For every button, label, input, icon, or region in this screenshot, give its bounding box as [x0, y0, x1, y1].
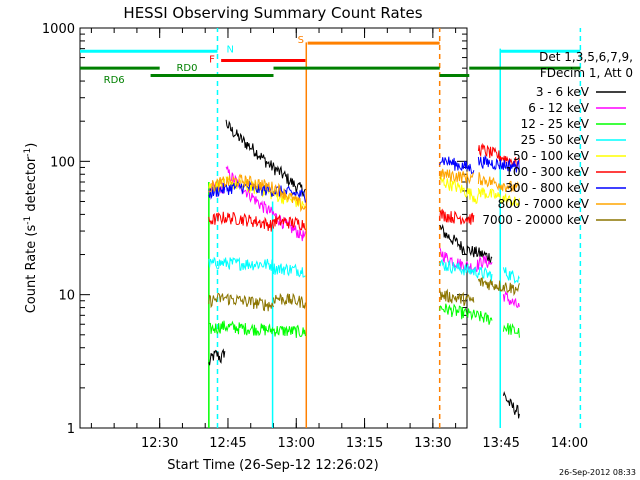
series-line [439, 168, 475, 185]
legend-entry-label: 100 - 300 keV [505, 165, 589, 179]
series-line [477, 154, 520, 173]
series-line [477, 172, 520, 193]
series-line [225, 165, 306, 242]
series-line [502, 290, 520, 308]
series-line [208, 211, 274, 232]
y-axis-label-mid: detector [24, 156, 39, 216]
series-line [273, 292, 306, 310]
y-axis-label-sup2: -1 [23, 148, 33, 157]
timestamp: 26-Sep-2012 08:33 [559, 468, 636, 477]
series-line [502, 267, 520, 285]
series-line [439, 175, 479, 205]
state-bar-label: S [298, 35, 304, 46]
series-line [208, 292, 274, 312]
legend-entry-label: 3 - 6 keV [536, 85, 590, 99]
x-tick-label: 12:30 [141, 436, 178, 451]
series-line [208, 173, 306, 213]
state-bar-label: N [227, 45, 234, 56]
x-tick-label: 13:00 [278, 436, 315, 451]
chart-title: HESSI Observing Summary Count Rates [123, 4, 422, 22]
series-line [439, 303, 493, 325]
series-line [439, 258, 493, 282]
x-tick-label: 13:15 [346, 436, 383, 451]
series-line [439, 288, 475, 306]
series-line [208, 178, 226, 193]
series-line [225, 119, 306, 197]
series-line [208, 348, 226, 366]
y-tick-label: 1 [67, 422, 75, 437]
legend-entry-label: 50 - 100 keV [513, 149, 590, 163]
series-line [477, 187, 520, 207]
legend-header-line-2: FDecim 1, Att 0 [540, 66, 633, 80]
y-tick-label: 10 [58, 289, 75, 304]
series-line [502, 391, 520, 419]
legend-entry-label: 12 - 25 keV [521, 117, 590, 131]
state-bar-label: RD0 [176, 63, 197, 74]
legend: Det 1,3,5,6,7,9, FDecim 1, Att 0 3 - 6 k… [482, 50, 633, 227]
y-axis-label-sup1: -1 [23, 216, 33, 225]
x-axis-label: Start Time (26-Sep-12 12:26:02) [167, 458, 378, 473]
series-line [502, 322, 520, 338]
x-tick-label: 13:45 [482, 436, 519, 451]
x-tick-label: 14:00 [551, 436, 588, 451]
series-line [439, 156, 475, 175]
legend-entry-label: 300 - 800 keV [505, 181, 589, 195]
y-tick-label: 100 [50, 155, 75, 170]
plot-area: 1 10 100 1000 12:30 12:45 13:00 13:15 13:30 13:45… [42, 22, 588, 451]
y-axis-label-end: ) [24, 143, 39, 148]
series-line [273, 214, 306, 231]
x-tick-label: 13:30 [414, 436, 451, 451]
series-line [273, 263, 306, 278]
y-tick-label: 1000 [42, 22, 75, 37]
state-bar-label: RD6 [104, 75, 125, 86]
legend-entry-label: 6 - 12 keV [528, 101, 590, 115]
legend-entry-label: 25 - 50 keV [521, 133, 590, 147]
legend-header-line-1: Det 1,3,5,6,7,9, [539, 50, 633, 64]
legend-entry-label: 7000 - 20000 keV [482, 213, 589, 227]
x-tick-label: 12:45 [209, 436, 246, 451]
series-line [477, 277, 520, 297]
y-axis-label-main: Count Rate (s [24, 225, 39, 314]
legend-entry-label: 800 - 7000 keV [498, 197, 590, 211]
state-bar-label: F [209, 55, 215, 66]
y-axis-label: Count Rate (s-1 detector-1) [23, 143, 39, 314]
series-line [208, 256, 274, 271]
series-line [439, 208, 475, 225]
series-line [208, 320, 306, 338]
